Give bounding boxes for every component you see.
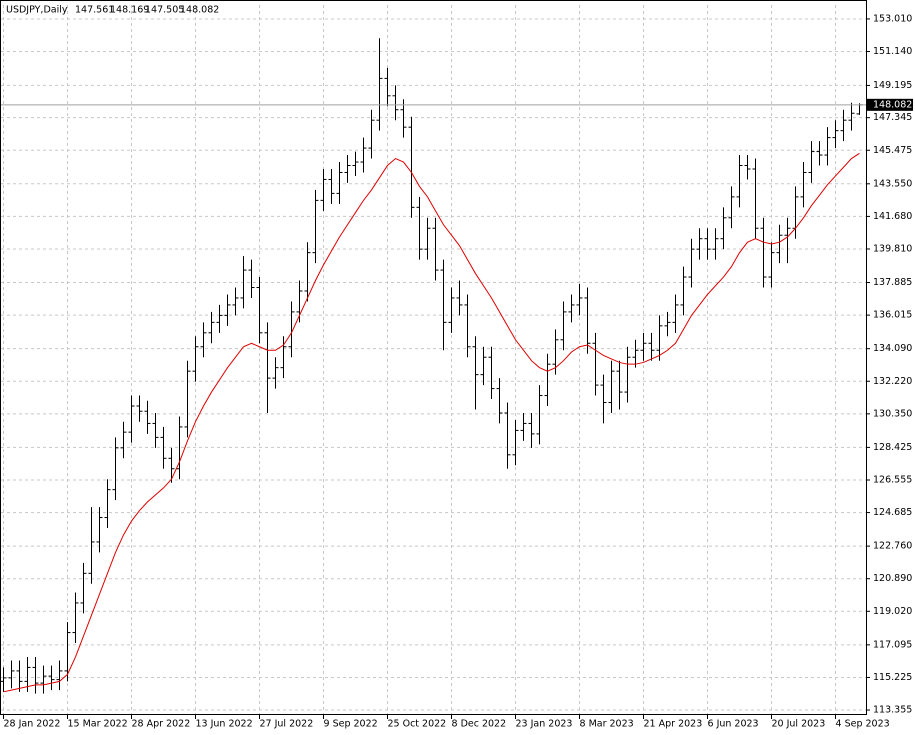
y-tick-label: 126.555	[873, 474, 912, 485]
y-tick-label: 143.550	[873, 178, 912, 189]
y-tick-label: 120.890	[873, 573, 912, 584]
x-tick-label: 21 Apr 2023	[644, 719, 703, 730]
plot-frame	[0, 0, 867, 715]
y-tick-label: 124.685	[873, 507, 912, 518]
y-tick-label: 153.010	[873, 13, 912, 24]
x-tick-label: 20 Jul 2023	[772, 719, 826, 730]
header-close: 148.082	[180, 5, 219, 16]
x-tick-label: 25 Oct 2022	[388, 719, 447, 730]
y-tick-label: 141.680	[873, 211, 912, 222]
x-tick-label: 8 Dec 2022	[452, 719, 507, 730]
y-tick-label: 137.885	[873, 277, 912, 288]
y-tick-label: 115.225	[873, 672, 912, 683]
chart-title: USDJPY,Daily	[6, 5, 68, 16]
y-tick-label: 113.355	[873, 705, 912, 716]
y-tick-label: 134.090	[873, 343, 912, 354]
y-tick-label: 139.810	[873, 243, 912, 254]
x-tick-label: 4 Sep 2023	[836, 719, 890, 730]
x-tick-label: 15 Mar 2022	[68, 719, 128, 730]
x-tick-label: 28 Apr 2022	[132, 719, 191, 730]
y-tick-label: 151.140	[873, 46, 912, 57]
price-label-box	[867, 98, 913, 111]
y-tick-label: 149.195	[873, 80, 912, 91]
y-tick-label: 122.760	[873, 541, 912, 552]
x-tick-label: 27 Jul 2022	[260, 719, 314, 730]
x-tick-label: 23 Jan 2023	[516, 719, 573, 730]
y-tick-label: 117.095	[873, 639, 912, 650]
y-tick-label: 145.475	[873, 145, 912, 156]
x-tick-label: 28 Jan 2022	[4, 719, 61, 730]
price-label: 148.082	[873, 99, 912, 110]
marks	[0, 38, 863, 694]
x-tick-label: 8 Mar 2023	[580, 719, 634, 730]
moving-average	[3, 152, 860, 693]
y-tick-label: 119.020	[873, 606, 912, 617]
y-tick-label: 128.425	[873, 442, 912, 453]
header-open: 147.561	[75, 5, 114, 16]
y-tick-label: 136.015	[873, 310, 912, 321]
y-tick-label: 130.350	[873, 408, 912, 419]
header-low: 147.505	[145, 5, 184, 16]
header-high: 148.169	[110, 5, 149, 16]
y-tick-label: 132.220	[873, 376, 912, 387]
x-tick-label: 9 Sep 2022	[324, 719, 378, 730]
x-tick-label: 6 Jun 2023	[708, 719, 759, 730]
x-tick-label: 13 Jun 2022	[196, 719, 253, 730]
y-tick-label: 147.345	[873, 112, 912, 123]
grid	[1, 5, 866, 715]
